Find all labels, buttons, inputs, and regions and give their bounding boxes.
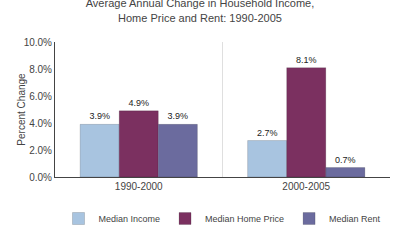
svg-text:4.9%: 4.9% <box>128 98 149 108</box>
svg-text:Percent Change: Percent Change <box>16 73 27 146</box>
svg-text:8.1%: 8.1% <box>296 55 317 65</box>
svg-text:Median Income: Median Income <box>99 214 161 224</box>
svg-text:2.7%: 2.7% <box>257 128 278 138</box>
svg-text:Median Rent: Median Rent <box>329 214 381 224</box>
svg-text:10.0%: 10.0% <box>24 37 52 48</box>
svg-text:0.7%: 0.7% <box>335 155 356 165</box>
svg-text:2000-2005: 2000-2005 <box>282 181 330 192</box>
svg-text:1990-2000: 1990-2000 <box>115 181 163 192</box>
svg-text:Average Annual Change in House: Average Annual Change in Household Incom… <box>86 0 315 24</box>
svg-text:8.0%: 8.0% <box>29 64 52 75</box>
svg-text:6.0%: 6.0% <box>29 91 52 102</box>
svg-text:Median Home Price: Median Home Price <box>205 214 284 224</box>
svg-text:2.0%: 2.0% <box>29 145 52 156</box>
svg-text:0.0%: 0.0% <box>29 172 52 183</box>
svg-text:3.9%: 3.9% <box>89 111 110 121</box>
svg-text:3.9%: 3.9% <box>168 111 189 121</box>
svg-text:4.0%: 4.0% <box>29 118 52 129</box>
